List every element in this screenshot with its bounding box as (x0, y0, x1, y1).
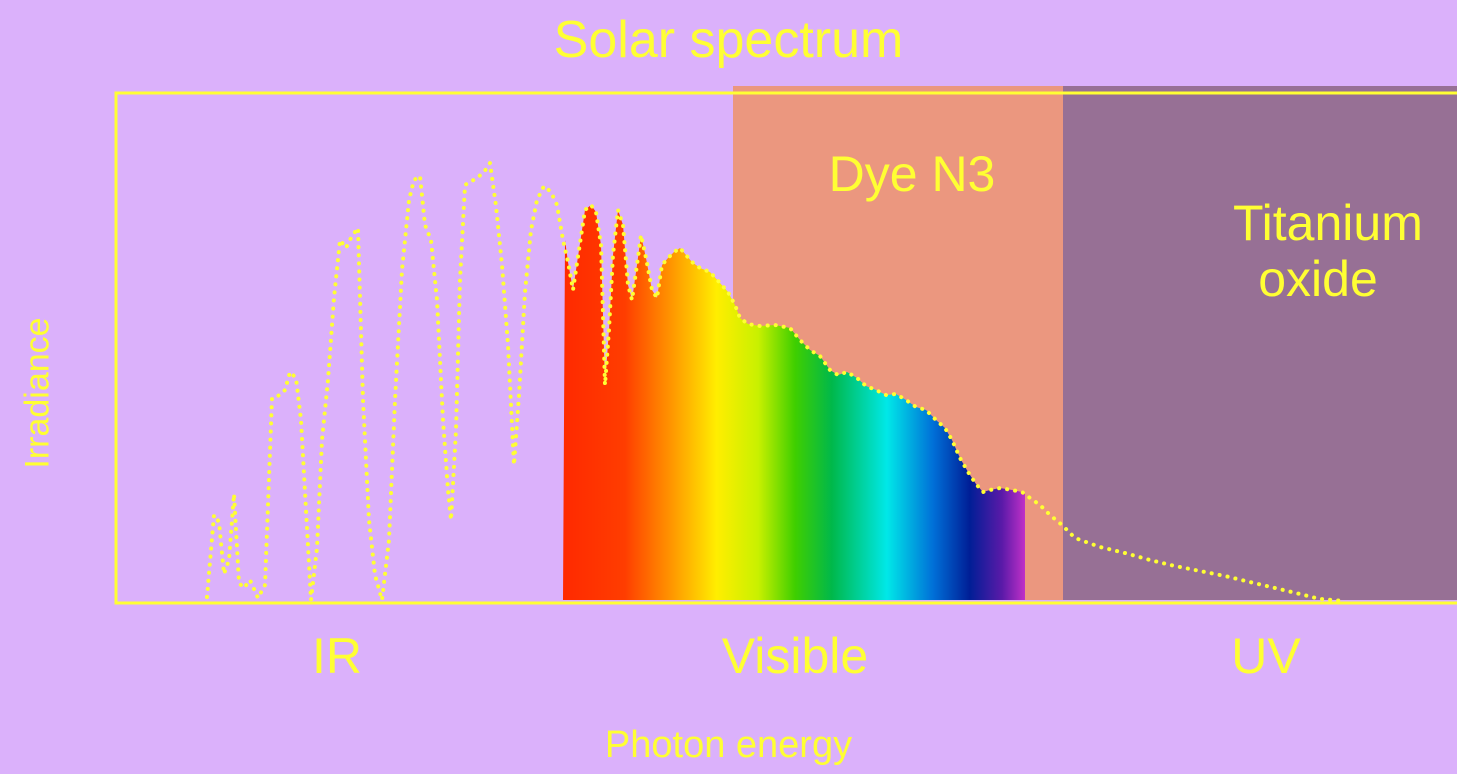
x-axis-label: Photon energy (604, 724, 853, 766)
band-label-titanium-oxide: Titanium oxide (1233, 195, 1423, 307)
region-label-visible: Visible (721, 628, 869, 684)
region-label-uv: UV (1231, 628, 1301, 684)
visible-spectrum-fill (563, 205, 1025, 600)
chart-title: Solar spectrum (553, 11, 904, 69)
band-label-dye-n3: Dye N3 (828, 146, 996, 202)
y-axis-label: Irradiance (18, 317, 57, 469)
spectrum-curve (205, 157, 1347, 603)
region-label-ir: IR (312, 628, 362, 684)
band-titanium-oxide (1063, 86, 1457, 600)
plot-frame (114, 91, 1457, 605)
